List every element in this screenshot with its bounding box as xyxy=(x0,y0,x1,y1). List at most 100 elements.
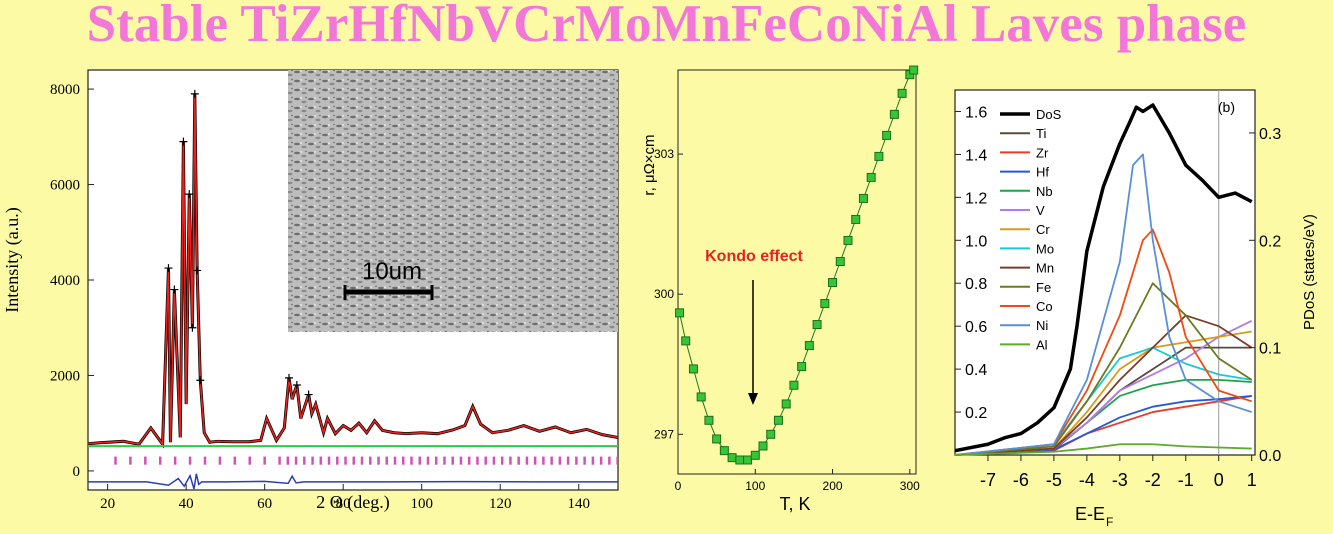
dos-series-line-mn xyxy=(954,314,1253,456)
legend-label-fe: Fe xyxy=(1036,280,1051,295)
xrd-observed-point xyxy=(196,376,205,385)
dos-left-y-tick-label: 0.4 xyxy=(965,362,987,379)
xrd-observed-point xyxy=(285,373,294,382)
resistivity-point xyxy=(843,235,853,245)
resistivity-chart: 0 100 200 300 297 300 303 T, K r, μΩ×cm Kondo … xyxy=(641,65,920,514)
dos-right-y-tick-label: 0.1 xyxy=(1259,341,1281,358)
dos-chart: -7 -6 -5 -4 -3 -2 -1 0 1 0.2 0.4 0.6 0.8 1.0 1.2 1.4 1.6… xyxy=(954,89,1318,529)
resistivity-point xyxy=(781,399,791,409)
dos-series-line-fe xyxy=(954,282,1253,456)
dos-series-line-al xyxy=(954,443,1252,456)
resistivity-point xyxy=(804,341,814,351)
resistivity-point xyxy=(719,446,729,456)
dos-x-tick-label: 0 xyxy=(1214,470,1224,490)
dos-x-tick-label: -3 xyxy=(1112,470,1128,490)
xrd-observed-point xyxy=(190,89,199,98)
dos-x-tick-label: -7 xyxy=(980,470,996,490)
page-title: Stable TiZrHfNbVCrMoMnFeCoNiAl Laves pha… xyxy=(86,0,1247,53)
legend-label-zr: Zr xyxy=(1036,145,1049,160)
legend-label-co: Co xyxy=(1036,299,1053,314)
resistivity-point xyxy=(897,88,907,98)
dos-x-axis-label-sub: F xyxy=(1106,515,1113,529)
resistivity-y-tick-label: 297 xyxy=(654,427,674,441)
dos-left-y-tick-label: 0.2 xyxy=(965,405,987,422)
resistivity-point xyxy=(758,441,768,451)
xrd-difference-line xyxy=(88,473,618,490)
xrd-y-tick-label: 6000 xyxy=(50,178,80,194)
xrd-observed-point xyxy=(304,390,313,399)
panel-label-b: (b) xyxy=(1218,99,1235,115)
resistivity-point xyxy=(727,453,737,463)
resistivity-x-axis-label: T, K xyxy=(779,494,810,514)
dos-x-tick-label: -2 xyxy=(1145,470,1161,490)
xrd-x-axis-label: 2 Θ (deg.) xyxy=(316,492,389,513)
dos-series-line-hf xyxy=(954,395,1252,456)
legend-label-al: Al xyxy=(1036,337,1048,352)
dos-right-y-tick-label: 0.2 xyxy=(1259,233,1281,250)
sem-scale-label: 10um xyxy=(362,258,422,285)
sem-inset: 10um xyxy=(288,70,618,332)
resistivity-point xyxy=(797,362,807,372)
dos-left-y-tick-label: 1.4 xyxy=(965,147,987,164)
dos-x-tick-label: 1 xyxy=(1247,470,1257,490)
dos-plot-area xyxy=(954,89,1256,456)
resistivity-point xyxy=(696,392,706,402)
resistivity-x-tick-label: 200 xyxy=(823,479,843,493)
xrd-y-axis-label: Intensity (a.u.) xyxy=(2,207,23,312)
resistivity-y-tick-label: 303 xyxy=(654,147,674,161)
xrd-observed-point xyxy=(170,285,179,294)
dos-series-line-mo xyxy=(954,346,1252,456)
kondo-arrowhead xyxy=(748,393,758,405)
resistivity-y-axis-label: r, μΩ×cm xyxy=(641,134,658,195)
legend-label-mn: Mn xyxy=(1036,261,1054,276)
xrd-x-tick-label: 120 xyxy=(489,496,512,512)
xrd-x-tick-label: 80 xyxy=(336,496,351,512)
resistivity-point xyxy=(889,109,899,119)
legend-label-hf: Hf xyxy=(1036,165,1049,180)
xrd-y-tick-label: 2000 xyxy=(50,368,80,384)
dos-x-tick-label: -1 xyxy=(1178,470,1194,490)
resistivity-point xyxy=(812,320,822,330)
dos-left-y-tick-label: 0.8 xyxy=(965,276,987,293)
resistivity-point xyxy=(773,415,783,425)
dos-x-tick-label: -4 xyxy=(1079,470,1095,490)
legend-label-cr: Cr xyxy=(1036,222,1050,237)
xrd-y-tick-label: 0 xyxy=(73,464,81,480)
dos-x-tick-label: -6 xyxy=(1013,470,1029,490)
resistivity-point xyxy=(743,455,753,465)
xrd-x-tick-label: 40 xyxy=(179,496,194,512)
xrd-x-tick-label: 140 xyxy=(567,496,590,512)
kondo-annotation: Kondo effect xyxy=(705,248,803,265)
resistivity-x-tick-label: 300 xyxy=(900,479,920,493)
dos-right-y-tick-label: 0.0 xyxy=(1259,448,1281,465)
dos-left-y-tick-label: 1.6 xyxy=(965,104,987,121)
xrd-x-tick-label: 100 xyxy=(410,496,433,512)
xrd-observed-point xyxy=(188,323,197,332)
resistivity-point xyxy=(851,214,861,224)
xrd-observed-point xyxy=(179,137,188,146)
resistivity-point xyxy=(820,299,830,309)
dos-series-line-ni xyxy=(954,153,1252,456)
dos-left-y-tick-label: 0.6 xyxy=(965,319,987,336)
legend-label-nb: Nb xyxy=(1036,184,1053,199)
xrd-chart: 10um 20 40 60 80 100 120 14002000400060008000 … xyxy=(2,69,619,513)
resistivity-point xyxy=(675,308,685,318)
resistivity-point xyxy=(874,151,884,161)
xrd-y-tick-label: 4000 xyxy=(50,273,80,289)
dos-right-y-tick-label: 0.3 xyxy=(1259,126,1281,143)
legend-label-ni: Ni xyxy=(1036,318,1048,333)
resistivity-point xyxy=(766,429,776,439)
resistivity-point xyxy=(688,364,698,374)
resistivity-point xyxy=(789,380,799,390)
dos-series-line-co xyxy=(954,228,1252,456)
resistivity-x-tick-label: 0 xyxy=(675,479,682,493)
resistivity-point xyxy=(858,193,868,203)
resistivity-point xyxy=(866,172,876,182)
dos-series-line-dos xyxy=(954,103,1253,453)
resistivity-point xyxy=(828,278,838,288)
resistivity-y-tick-label: 300 xyxy=(654,287,674,301)
resistivity-point xyxy=(704,415,714,425)
resistivity-point xyxy=(681,336,691,346)
xrd-observed-point xyxy=(193,266,202,275)
xrd-calculated-line xyxy=(88,93,618,447)
